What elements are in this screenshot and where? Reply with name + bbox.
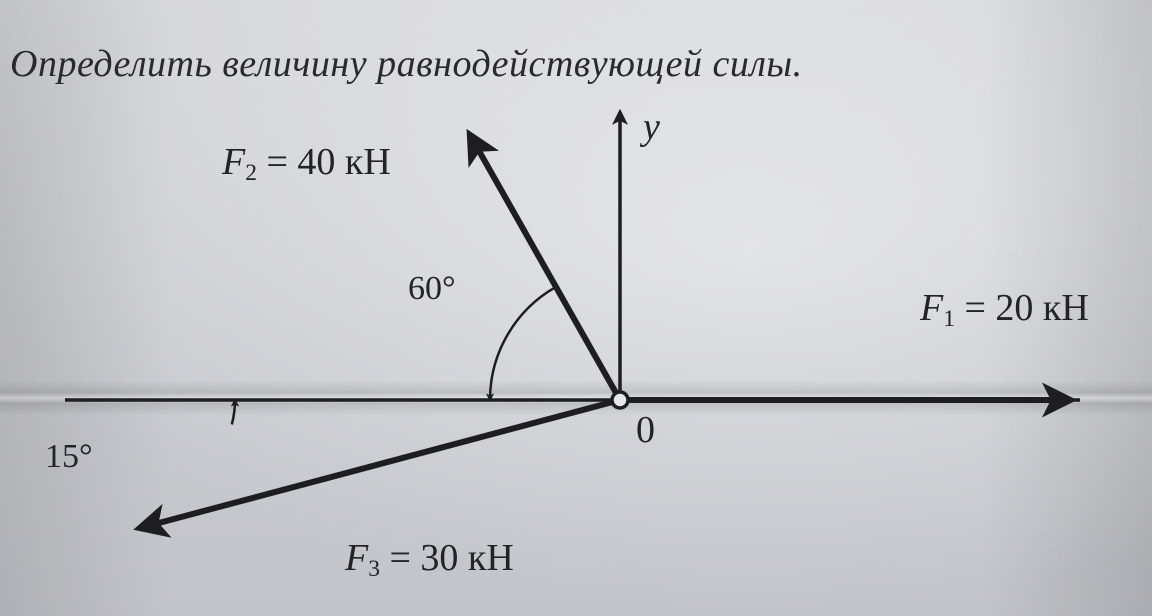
angle-15-label: 15° [45,438,93,476]
origin-point [612,392,628,408]
f3-label: F3 = 30 кН [345,536,514,583]
vector-f2 [470,135,620,400]
arc-15 [232,400,235,424]
axes-group [65,112,1080,400]
angle-arcs [232,287,555,424]
angle-60-label: 60° [408,270,456,308]
f2-label: F2 = 40 кН [222,140,391,187]
vector-f3 [140,400,620,528]
arc-60 [490,287,555,400]
y-axis-label: y [643,105,660,149]
origin-label: 0 [636,408,655,452]
f1-label: F1 = 20 кН [920,286,1089,333]
